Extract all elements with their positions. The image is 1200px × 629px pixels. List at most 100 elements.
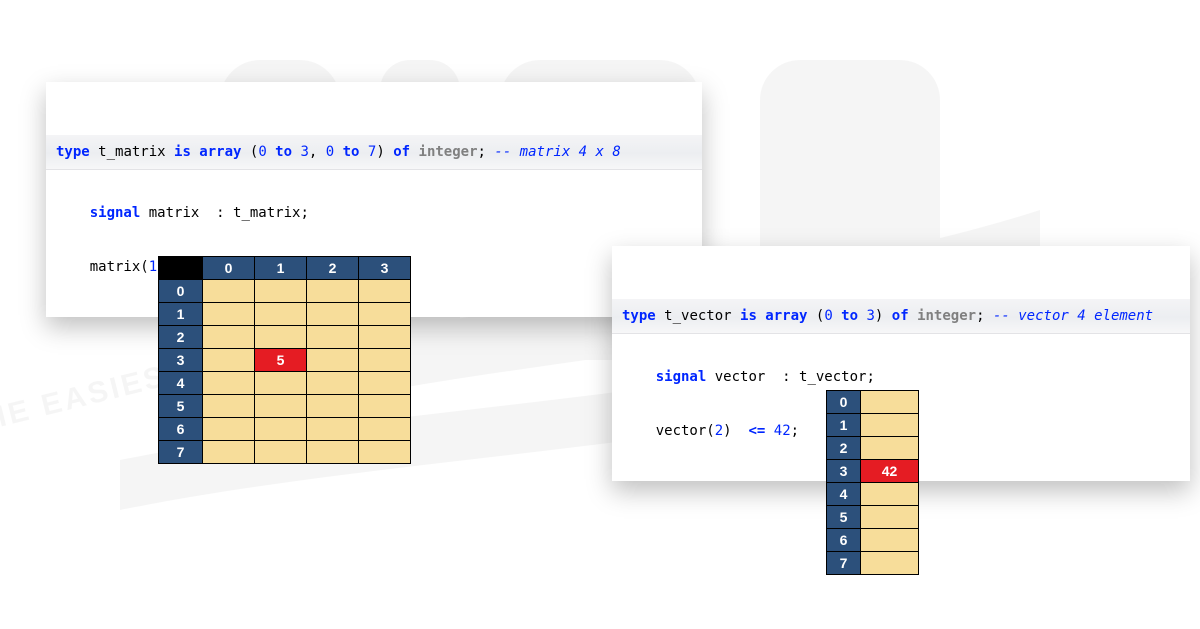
matrix-row-header: 6: [159, 418, 203, 441]
matrix-col-header: 3: [359, 257, 411, 280]
code-token-plain: vector(: [656, 423, 715, 439]
matrix-cell: [255, 441, 307, 464]
code-token-cmt: -- vector 4 element: [993, 308, 1153, 324]
matrix-cell: [203, 441, 255, 464]
code-token-kw: <=: [748, 423, 773, 439]
code-token-kw: is array: [740, 308, 816, 324]
code-token-kw: to: [334, 144, 368, 160]
matrix-cell: [203, 372, 255, 395]
matrix-row-header: 5: [159, 395, 203, 418]
matrix-cell: [359, 418, 411, 441]
matrix-row-header: 4: [159, 372, 203, 395]
matrix-cell: [359, 326, 411, 349]
matrix-cell: [255, 418, 307, 441]
matrix-cell: [203, 349, 255, 372]
code-token-kw: of: [393, 144, 418, 160]
vector-row-header: 3: [827, 460, 861, 483]
code-line-matrix-signal: signal matrix : t_matrix;: [90, 205, 309, 221]
vector-row-header: 2: [827, 437, 861, 460]
code-token-kw: to: [833, 308, 867, 324]
code-token-cmt: -- matrix 4 x 8: [494, 144, 620, 160]
matrix-cell: [203, 395, 255, 418]
matrix-cell: [307, 326, 359, 349]
matrix-row-header: 0: [159, 280, 203, 303]
code-token-plain: matrix(: [90, 259, 149, 275]
matrix-cell: [255, 326, 307, 349]
matrix-cell: [203, 418, 255, 441]
vector-row-header: 5: [827, 506, 861, 529]
vector-cell-highlight: 42: [861, 460, 919, 483]
vector-row-header: 0: [827, 391, 861, 414]
code-token-builtin: integer: [917, 308, 976, 324]
code-token-kw: type: [56, 144, 98, 160]
matrix-cell: [255, 395, 307, 418]
matrix-cell: [359, 280, 411, 303]
matrix-cell: [359, 349, 411, 372]
code-token-builtin: integer: [419, 144, 478, 160]
code-line-matrix-typedef: type t_matrix is array (0 to 3, 0 to 7) …: [46, 135, 702, 170]
matrix-col-header: 2: [307, 257, 359, 280]
vector-cell: [861, 552, 919, 575]
matrix-cell: [255, 303, 307, 326]
code-token-plain: ;: [976, 308, 993, 324]
vector-cell: [861, 483, 919, 506]
code-token-plain: ): [376, 144, 393, 160]
vector-row-header: 6: [827, 529, 861, 552]
code-token-num: 0: [824, 308, 832, 324]
vector-row-header: 4: [827, 483, 861, 506]
matrix-cell: [359, 441, 411, 464]
matrix-table: 0123012354567: [158, 256, 411, 464]
vector-row-header: 1: [827, 414, 861, 437]
code-token-plain: vector : t_vector;: [715, 369, 875, 385]
code-token-num: 42: [774, 423, 791, 439]
code-token-plain: matrix : t_matrix;: [149, 205, 309, 221]
code-token-kw: is array: [174, 144, 250, 160]
vector-cell: [861, 391, 919, 414]
code-token-plain: t_vector: [664, 308, 740, 324]
code-token-num: 3: [300, 144, 308, 160]
matrix-row-header: 2: [159, 326, 203, 349]
matrix-cell: [307, 395, 359, 418]
code-token-num: 1: [149, 259, 157, 275]
code-token-plain: ;: [478, 144, 495, 160]
vector-cell: [861, 414, 919, 437]
matrix-cell: [359, 395, 411, 418]
matrix-cell: [307, 303, 359, 326]
matrix-col-header: 0: [203, 257, 255, 280]
matrix-cell: [203, 303, 255, 326]
matrix-cell: [307, 418, 359, 441]
vector-cell: [861, 529, 919, 552]
matrix-cell: [255, 280, 307, 303]
code-token-kw: to: [267, 144, 301, 160]
code-token-num: 0: [326, 144, 334, 160]
code-token-plain: t_matrix: [98, 144, 174, 160]
code-token-plain: ,: [309, 144, 326, 160]
matrix-cell: [307, 372, 359, 395]
matrix-cell: [203, 326, 255, 349]
matrix-cell-highlight: 5: [255, 349, 307, 372]
matrix-cell: [359, 303, 411, 326]
vector-row-header: 7: [827, 552, 861, 575]
matrix-table-corner: [159, 257, 203, 280]
matrix-row-header: 7: [159, 441, 203, 464]
code-line-vector-assign: vector(2) <= 42;: [656, 423, 799, 439]
matrix-row-header: 3: [159, 349, 203, 372]
code-line-vector-typedef: type t_vector is array (0 to 3) of integ…: [612, 299, 1190, 334]
matrix-cell: [203, 280, 255, 303]
code-token-plain: ;: [791, 423, 799, 439]
code-token-num: 2: [715, 423, 723, 439]
code-token-num: 3: [866, 308, 874, 324]
code-token-kw: signal: [90, 205, 149, 221]
code-token-plain: ): [723, 423, 748, 439]
matrix-cell: [359, 372, 411, 395]
code-token-kw: of: [892, 308, 917, 324]
code-token-num: 0: [258, 144, 266, 160]
code-token-kw: type: [622, 308, 664, 324]
code-token-kw: signal: [656, 369, 715, 385]
vector-table: 0123424567: [826, 390, 919, 575]
code-line-vector-signal: signal vector : t_vector;: [656, 369, 875, 385]
matrix-cell: [255, 372, 307, 395]
vector-cell: [861, 506, 919, 529]
matrix-cell: [307, 280, 359, 303]
vector-cell: [861, 437, 919, 460]
